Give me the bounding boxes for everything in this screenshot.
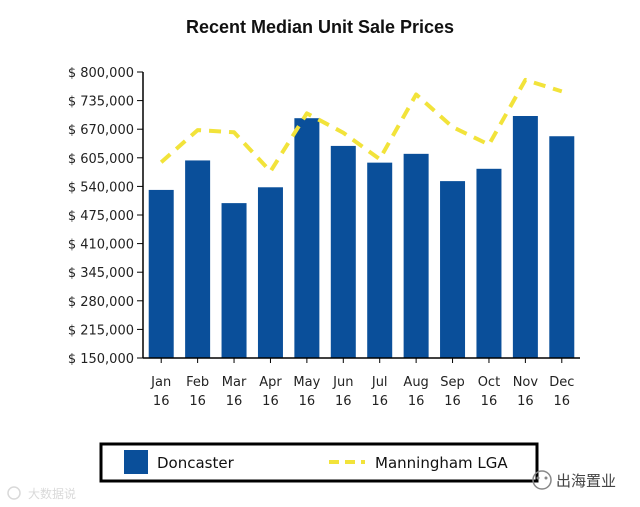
x-tick-label-month: Jan bbox=[150, 375, 171, 390]
x-tick-label-year: 16 bbox=[481, 394, 498, 409]
bar bbox=[403, 153, 429, 358]
watermark-right: 出海置业 bbox=[532, 470, 616, 490]
x-tick-label-month: Nov bbox=[513, 375, 539, 390]
x-tick-label-month: Dec bbox=[549, 375, 574, 390]
x-tick-label-month: Apr bbox=[259, 375, 282, 390]
bar bbox=[294, 118, 320, 358]
x-tick-label-month: Sep bbox=[440, 375, 465, 390]
y-tick-label: $ 150,000 bbox=[68, 352, 134, 367]
y-tick-label: $ 475,000 bbox=[68, 209, 134, 224]
x-tick-label-year: 16 bbox=[189, 394, 206, 409]
watermark-left-text: 大数据说 bbox=[28, 486, 76, 501]
x-tick-label-year: 16 bbox=[517, 394, 534, 409]
y-tick-label: $ 280,000 bbox=[68, 295, 134, 310]
y-tick-label: $ 800,000 bbox=[68, 66, 134, 81]
x-tick-label-month: Feb bbox=[186, 375, 209, 390]
y-tick-label: $ 670,000 bbox=[68, 123, 134, 138]
watermark-logo-icon bbox=[7, 486, 21, 500]
x-tick-label-year: 16 bbox=[262, 394, 279, 409]
bar-series-doncaster bbox=[148, 116, 575, 358]
chart-title: Recent Median Unit Sale Prices bbox=[186, 17, 454, 37]
legend-label-doncaster: Doncaster bbox=[157, 454, 235, 472]
x-tick-label-year: 16 bbox=[335, 394, 352, 409]
y-tick-label: $ 540,000 bbox=[68, 180, 134, 195]
line-path bbox=[159, 77, 563, 174]
x-tick-label-month: Oct bbox=[478, 375, 500, 390]
bar bbox=[367, 162, 393, 358]
bar bbox=[330, 145, 356, 358]
legend: Doncaster Manningham LGA bbox=[99, 442, 539, 483]
x-tick-label-year: 16 bbox=[153, 394, 170, 409]
x-tick-label-month: May bbox=[293, 375, 320, 390]
x-tick-label-year: 16 bbox=[554, 394, 571, 409]
x-tick-label-year: 16 bbox=[444, 394, 461, 409]
y-tick-label: $ 605,000 bbox=[68, 152, 134, 167]
x-tick-label-month: Mar bbox=[222, 375, 247, 390]
y-tick-label: $ 410,000 bbox=[68, 238, 134, 253]
legend-swatch-doncaster bbox=[124, 450, 148, 474]
x-tick-label-year: 16 bbox=[226, 394, 243, 409]
y-tick-label: $ 735,000 bbox=[68, 95, 134, 110]
y-axis: $ 800,000 $ 735,000 $ 670,000 $ 605,000 $ 54… bbox=[68, 66, 144, 367]
y-tick-label: $ 345,000 bbox=[68, 266, 134, 281]
x-tick-label-month: Aug bbox=[403, 375, 428, 390]
x-axis: Jan 16 Feb 16 Mar 16 Apr 16 May 16 Jun 16 Jul 16 Aug 16… bbox=[143, 357, 580, 409]
x-tick-label-month: Jun bbox=[332, 375, 353, 390]
bar bbox=[549, 136, 575, 358]
x-tick-label-year: 16 bbox=[371, 394, 388, 409]
legend-label-manningham: Manningham LGA bbox=[375, 454, 508, 472]
watermark-right-text: 出海置业 bbox=[556, 472, 616, 490]
y-tick-label: $ 215,000 bbox=[68, 323, 134, 338]
bar bbox=[185, 160, 211, 358]
x-tick-label-year: 16 bbox=[408, 394, 425, 409]
bar bbox=[512, 116, 538, 358]
line-series-manningham bbox=[159, 77, 563, 174]
bar bbox=[221, 203, 247, 358]
x-tick-label-month: Jul bbox=[371, 375, 388, 390]
x-tick-label-year: 16 bbox=[299, 394, 316, 409]
legend-box bbox=[99, 442, 539, 483]
bar bbox=[257, 187, 283, 358]
bar bbox=[476, 168, 502, 358]
watermark-left: 大数据说 bbox=[7, 486, 76, 501]
wechat-icon bbox=[532, 470, 552, 490]
bar bbox=[148, 189, 174, 358]
bar bbox=[440, 181, 466, 358]
